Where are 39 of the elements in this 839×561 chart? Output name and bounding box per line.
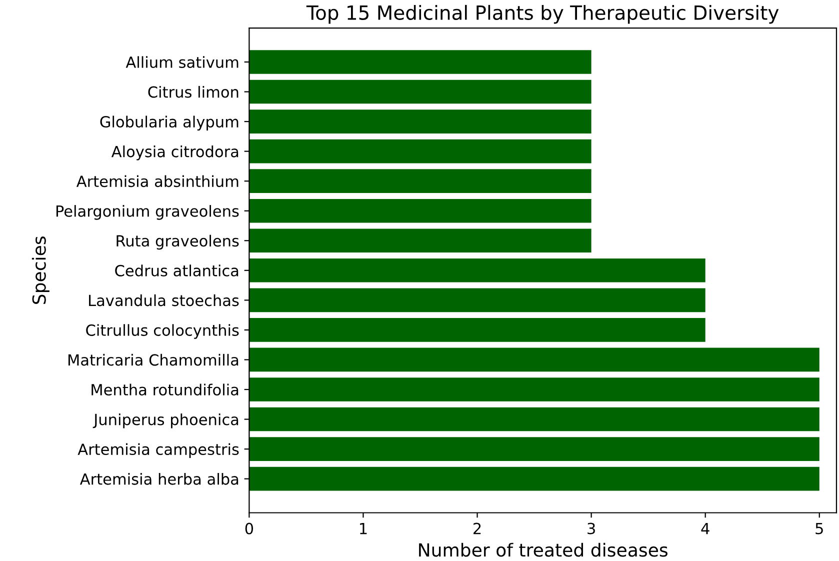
bar [249, 258, 706, 282]
bar [249, 288, 706, 312]
bar [249, 407, 820, 432]
y-tick-label: Lavandula stoechas [89, 294, 239, 306]
bar [249, 80, 592, 104]
bar [249, 110, 592, 134]
bar [249, 437, 820, 461]
y-tick-label: Globularia alypum [100, 116, 238, 131]
y-axis-title: Species [32, 236, 50, 304]
y-tick-label: Pelargonium graveolens [56, 205, 239, 220]
y-tick-label: Aloysia citrodora [111, 146, 238, 160]
x-tick-label: 5 [816, 522, 823, 534]
x-tick-label: 1 [360, 522, 367, 534]
y-tick-label: Artemisia absinthium [76, 175, 238, 188]
bar [249, 318, 706, 342]
x-tick-label: 3 [588, 522, 595, 534]
y-tick-label: Matricaria Chamomilla [68, 354, 238, 366]
bar [249, 169, 592, 193]
bar [249, 198, 592, 223]
bar [249, 50, 592, 74]
x-tick-label: 4 [701, 522, 710, 534]
x-tick-label: 2 [474, 522, 481, 534]
x-axis-title: Number of treated diseases [419, 542, 668, 557]
y-tick-label: Artemisia herba alba [80, 473, 238, 485]
bar [249, 378, 820, 402]
y-tick-label: Juniperus phoenica [92, 413, 238, 428]
y-tick-label: Cedrus atlantica [115, 264, 238, 276]
bar [249, 348, 820, 372]
y-tick-label: Mentha rotundifolia [92, 384, 238, 396]
y-tick-label: Ruta graveolens [116, 234, 239, 250]
bar [249, 139, 592, 164]
y-tick-label: Allium sativum [126, 56, 238, 68]
chart-title: Top 15 Medicinal Plants by Therapeutic Diversity [306, 4, 779, 24]
bar [249, 228, 592, 253]
y-tick-label: Artemisia campestris [78, 443, 239, 458]
y-tick-label: Citrullus colocynthis [86, 324, 239, 339]
y-tick-label: Citrus limon [148, 86, 238, 98]
x-tick-label: 0 [245, 522, 254, 534]
bar [249, 466, 820, 491]
